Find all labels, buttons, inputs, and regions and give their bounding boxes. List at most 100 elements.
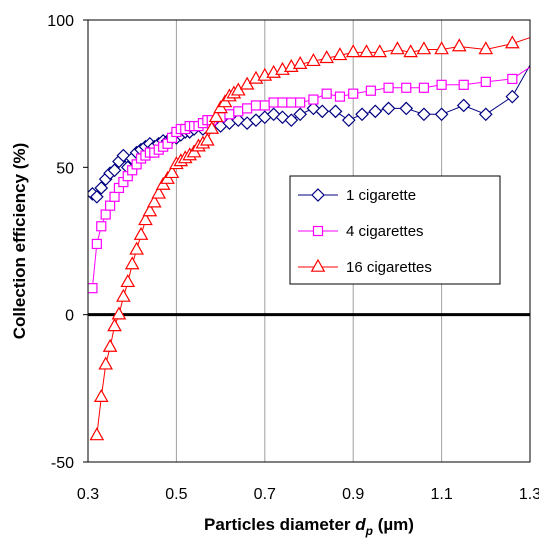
x-tick-labels: 0.3 0.5 0.7 0.9 1.1 1.3 — [77, 486, 539, 503]
legend-box — [289, 175, 501, 285]
data-point — [451, 38, 467, 52]
data-point — [293, 107, 308, 122]
data-point — [478, 41, 494, 55]
data-point — [146, 194, 162, 208]
x-tick-label: 0.5 — [165, 486, 187, 503]
y-tick-labels: -50 0 50 100 — [47, 13, 88, 472]
data-point — [436, 79, 447, 90]
data-point — [100, 209, 111, 220]
data-point — [480, 76, 491, 87]
data-point — [107, 318, 122, 332]
data-point — [321, 88, 332, 99]
data-point — [381, 101, 396, 116]
data-point — [507, 73, 518, 85]
x-tick-label: 0.9 — [342, 486, 364, 503]
data-point — [417, 107, 431, 122]
data-point — [416, 41, 432, 55]
plot-border — [87, 19, 531, 463]
data-point — [142, 203, 158, 217]
data-point — [109, 191, 120, 202]
data-point — [151, 185, 167, 199]
data-point — [200, 132, 215, 146]
data-point — [434, 107, 449, 122]
data-point — [434, 41, 449, 55]
data-point — [345, 44, 361, 58]
legend: 1 cigarette 4 cigarettes 16 cigarettes — [289, 175, 501, 285]
data-point — [164, 165, 180, 179]
y-tick-label: 50 — [56, 160, 74, 177]
data-point — [355, 107, 369, 122]
data-point — [208, 109, 224, 123]
data-point — [107, 163, 122, 178]
data-point — [268, 97, 279, 108]
y-tick-label: -50 — [51, 455, 74, 472]
data-point — [120, 274, 136, 288]
data-point — [91, 238, 102, 250]
data-point — [94, 181, 109, 195]
data-point — [284, 113, 299, 128]
data-point — [348, 88, 359, 99]
data-point — [96, 221, 107, 232]
legend-marker — [310, 258, 326, 272]
data-point — [359, 44, 374, 58]
data-point — [478, 107, 493, 122]
data-point — [368, 104, 383, 119]
data-point — [315, 104, 330, 119]
series-layer — [88, 35, 530, 441]
data-point — [286, 97, 297, 108]
data-point — [319, 50, 335, 64]
data-point — [277, 97, 288, 108]
data-point — [504, 35, 520, 49]
legend-label: 4 cigarettes — [346, 223, 424, 240]
x-tick-label: 1.1 — [430, 486, 452, 503]
data-point — [124, 256, 140, 270]
data-point — [390, 41, 405, 55]
data-point — [242, 103, 253, 114]
data-point — [102, 338, 118, 352]
legend-label: 16 cigarettes — [346, 259, 432, 276]
data-point — [93, 388, 109, 402]
y-tick-label: 0 — [65, 308, 74, 325]
data-point — [334, 91, 346, 102]
data-point — [365, 85, 376, 96]
data-point — [129, 241, 144, 255]
data-point — [89, 427, 105, 441]
data-point — [308, 94, 319, 105]
data-point — [418, 82, 430, 93]
data-point — [505, 89, 520, 104]
x-tick-label: 1.3 — [519, 486, 539, 503]
data-point — [250, 100, 262, 111]
data-point — [292, 55, 308, 70]
data-point — [403, 44, 418, 58]
data-point — [341, 113, 356, 128]
data-point — [456, 98, 471, 113]
data-point — [89, 189, 104, 204]
series-sixteen-cigarettes — [89, 35, 530, 441]
x-tick-label: 0.3 — [77, 486, 99, 503]
legend-marker — [312, 225, 324, 237]
y-axis-label: Collection efficiency (%) — [10, 143, 29, 339]
legend-marker — [311, 188, 325, 202]
data-point — [133, 226, 149, 240]
y-tick-label: 100 — [47, 13, 74, 30]
data-point — [259, 100, 270, 111]
data-point — [401, 82, 412, 93]
data-point — [295, 97, 306, 108]
data-point — [233, 106, 244, 117]
data-point — [383, 82, 394, 93]
data-point — [98, 356, 114, 370]
data-point — [399, 101, 414, 116]
data-point — [111, 306, 127, 320]
x-axis-label: Particles diameter dp (µm) — [204, 515, 414, 538]
data-point — [372, 44, 388, 58]
data-point — [328, 104, 343, 119]
data-point — [204, 120, 220, 134]
data-point — [138, 212, 153, 226]
x-tick-label: 0.7 — [254, 486, 276, 503]
data-point — [88, 283, 98, 294]
data-point — [104, 200, 116, 211]
data-point — [306, 53, 321, 67]
data-point — [458, 79, 469, 90]
data-point — [116, 288, 131, 302]
